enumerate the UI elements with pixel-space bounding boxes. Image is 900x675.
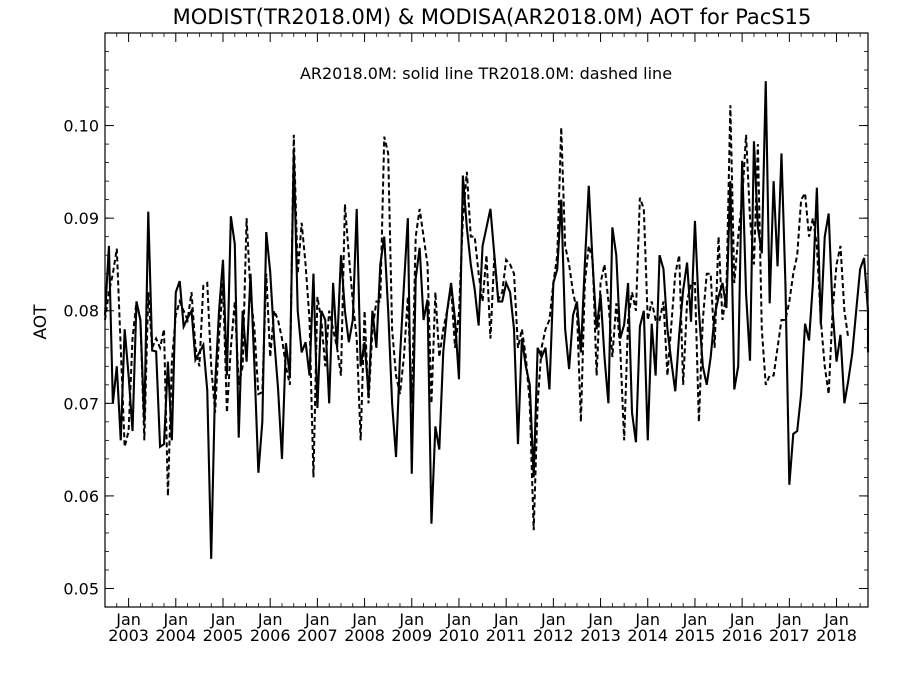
x-tick-month: Jan: [257, 610, 283, 629]
x-tick-year: 2010: [439, 626, 480, 645]
x-tick-year: 2016: [722, 626, 763, 645]
y-tick-label: 0.10: [63, 117, 99, 136]
x-tick-year: 2018: [816, 626, 857, 645]
line-style-annotation: AR2018.0M: solid line TR2018.0M: dashed …: [300, 64, 672, 83]
x-tick-month: Jan: [162, 610, 188, 629]
y-tick-label: 0.06: [63, 487, 99, 506]
x-tick-year: 2009: [391, 626, 432, 645]
x-tick-year: 2014: [627, 626, 668, 645]
chart-title: MODIST(TR2018.0M) & MODISA(AR2018.0M) AO…: [173, 5, 812, 29]
x-tick-month: Jan: [210, 610, 236, 629]
y-axis-label: AOT: [31, 304, 51, 340]
x-tick-month: Jan: [115, 610, 141, 629]
x-tick-year: 2015: [675, 626, 716, 645]
x-tick-year: 2004: [155, 626, 196, 645]
series-tr2018-dashed-line: [104, 105, 850, 531]
x-tick-month: Jan: [540, 610, 566, 629]
x-tick-year: 2007: [297, 626, 338, 645]
x-tick-month: Jan: [398, 610, 424, 629]
x-tick-month: Jan: [493, 610, 519, 629]
series-ar2018-solid-line: [103, 81, 870, 559]
x-tick-month: Jan: [823, 610, 849, 629]
data-series: [103, 81, 870, 559]
x-tick-year: 2017: [769, 626, 810, 645]
x-tick-year: 2003: [108, 626, 149, 645]
x-tick-year: 2008: [344, 626, 385, 645]
y-tick-label: 0.07: [63, 394, 99, 413]
x-tick-year: 2012: [533, 626, 574, 645]
plot-frame: [104, 32, 869, 608]
x-tick-year: 2011: [486, 626, 527, 645]
x-tick-month: Jan: [776, 610, 802, 629]
x-tick-year: 2013: [580, 626, 621, 645]
x-tick-year: 2006: [250, 626, 291, 645]
y-tick-label: 0.09: [63, 209, 99, 228]
x-tick-month: Jan: [682, 610, 708, 629]
x-tick-month: Jan: [587, 610, 613, 629]
x-tick-month: Jan: [634, 610, 660, 629]
x-tick-month: Jan: [446, 610, 472, 629]
axis-ticks: 0.050.060.070.080.090.10Jan2003Jan2004Ja…: [63, 33, 868, 645]
x-tick-month: Jan: [351, 610, 377, 629]
x-tick-year: 2005: [203, 626, 244, 645]
x-tick-month: Jan: [304, 610, 330, 629]
y-tick-label: 0.08: [63, 302, 99, 321]
y-tick-label: 0.05: [63, 579, 99, 598]
x-tick-month: Jan: [729, 610, 755, 629]
